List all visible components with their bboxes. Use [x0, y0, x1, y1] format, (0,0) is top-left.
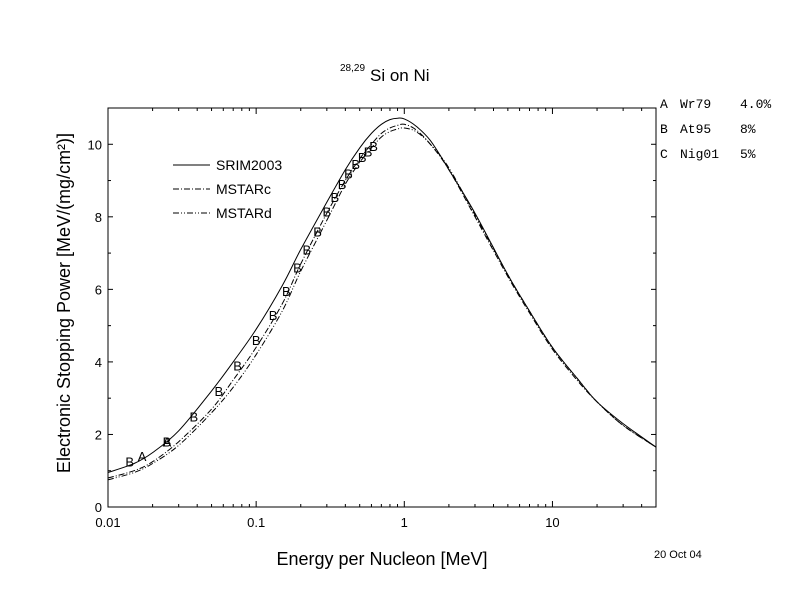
data-marker-b: B: [369, 139, 378, 154]
data-marker-b: B: [233, 359, 242, 374]
source-code: C: [660, 147, 668, 162]
x-tick-label: 0.01: [95, 515, 120, 530]
plot-frame: [107, 107, 657, 508]
data-marker-b: B: [215, 384, 224, 399]
y-tick-label: 6: [95, 282, 102, 297]
source-ref: Nig01: [680, 147, 719, 162]
data-marker-b: B: [313, 224, 322, 239]
data-marker-b: B: [358, 150, 367, 165]
data-marker-b: B: [269, 308, 278, 323]
source-error: 8%: [740, 122, 756, 137]
legend-label-mstarc: MSTARc: [216, 181, 271, 197]
x-tick-label: 10: [545, 515, 559, 530]
x-axis: 0.01 0.1 1 10: [95, 108, 643, 530]
data-marker-b: B: [190, 409, 199, 424]
data-marker-b: B: [163, 435, 172, 450]
x-axis-label: Energy per Nucleon [MeV]: [276, 549, 487, 569]
source-code: A: [660, 97, 668, 112]
data-source-panel: A Wr79 4.0% B At95 8% C Nig01 5%: [660, 97, 771, 162]
y-tick-label: 0: [95, 500, 102, 515]
series-layer: [107, 117, 657, 481]
source-error: 5%: [740, 147, 756, 162]
data-marker-a: A: [163, 435, 172, 450]
chart-title: Si on Ni: [370, 66, 430, 85]
source-error: 4.0%: [740, 97, 771, 112]
source-ref: At95: [680, 122, 711, 137]
legend-label-srim2003: SRIM2003: [216, 157, 282, 173]
legend: SRIM2003 MSTARc MSTARd: [173, 157, 282, 221]
data-marker-b: B: [331, 190, 340, 205]
data-marker-b: B: [282, 284, 291, 299]
source-ref: Wr79: [680, 97, 711, 112]
date-stamp: 20 Oct 04: [654, 549, 702, 561]
y-axis-label: Electronic Stopping Power [MeV/(mg/cm²)]: [54, 133, 74, 473]
data-marker-b: B: [303, 242, 312, 257]
y-tick-label: 2: [95, 427, 102, 442]
data-marker-b: B: [351, 157, 360, 172]
data-marker-b: B: [364, 145, 373, 160]
data-marker-b: B: [322, 204, 331, 219]
y-axis: 0 2 4 6 8 10: [88, 107, 656, 515]
title-superscript: 28,29: [340, 63, 365, 74]
legend-label-mstard: MSTARd: [216, 205, 272, 221]
data-marker-b: B: [344, 166, 353, 181]
y-tick-label: 4: [95, 355, 102, 370]
x-tick-label: 0.1: [247, 515, 265, 530]
data-marker-b: B: [338, 177, 347, 192]
y-tick-label: 10: [88, 137, 102, 152]
series-line-mstard: [107, 127, 657, 481]
series-line-mstarc: [107, 123, 657, 479]
data-marker-a: A: [138, 449, 147, 464]
data-marker-b: B: [125, 455, 134, 470]
source-code: B: [660, 122, 668, 137]
data-marker-b: B: [252, 333, 261, 348]
y-tick-label: 8: [95, 210, 102, 225]
x-tick-label: 1: [401, 515, 408, 530]
data-marker-b: B: [293, 261, 302, 276]
